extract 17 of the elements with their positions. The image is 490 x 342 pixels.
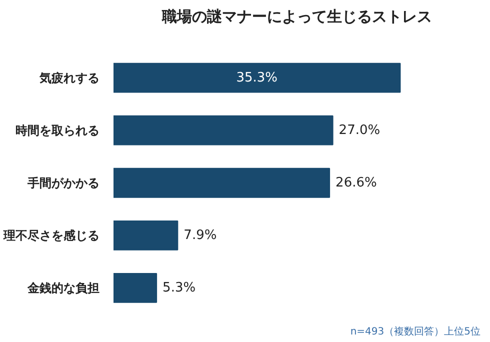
y-tick-label: 金銭的な負担: [26, 280, 100, 295]
data-label: 7.9%: [184, 228, 217, 243]
data-label: 5.3%: [162, 280, 196, 296]
y-tick-label: 気疲れする: [38, 70, 100, 85]
chart-title: 職場の謎マナーによって生じるストレス: [161, 8, 432, 26]
bar: [114, 62, 401, 93]
y-tick-label: 時間を取られる: [16, 123, 100, 138]
data-label: 35.3%: [236, 70, 278, 86]
y-tick-label: 理不尽さを感じる: [2, 228, 100, 242]
bar: [114, 273, 158, 303]
y-tick-label: 手間がかかる: [26, 176, 100, 190]
data-label: 27.0%: [338, 122, 380, 138]
bar: [114, 168, 330, 198]
text: n=493（複数回答）上位5位: [350, 326, 481, 338]
data-label: 26.6%: [336, 175, 377, 190]
bar: [114, 115, 334, 146]
bar: [114, 220, 178, 250]
